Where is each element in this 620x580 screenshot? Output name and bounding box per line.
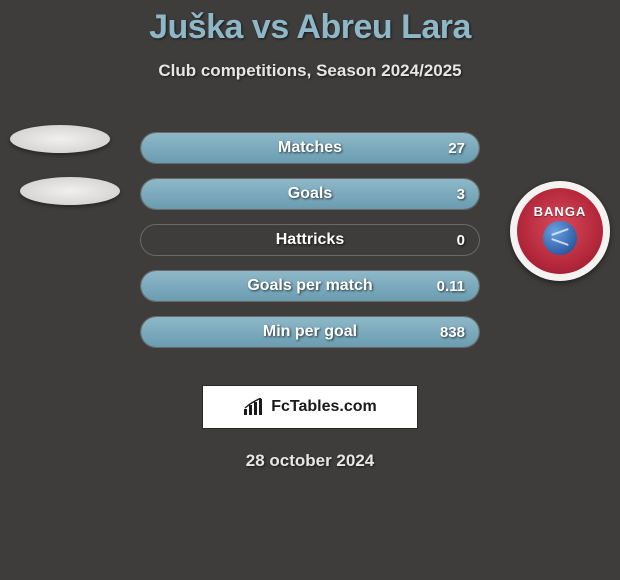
- stat-row: Min per goal838: [0, 309, 620, 355]
- stat-value-right: 27: [448, 140, 465, 157]
- stat-row: Goals3: [0, 171, 620, 217]
- stat-label: Min per goal: [141, 323, 479, 341]
- stat-label: Matches: [141, 139, 479, 157]
- page-title: Juška vs Abreu Lara: [0, 8, 620, 47]
- brand-name: FcTables.com: [271, 398, 377, 416]
- stat-bar: Matches27: [140, 132, 480, 164]
- stat-row: Hattricks0: [0, 217, 620, 263]
- stat-value-right: 0: [457, 232, 465, 249]
- stat-bar: Goals3: [140, 178, 480, 210]
- snapshot-date: 28 october 2024: [0, 451, 620, 471]
- stats-area: BANGA Matches27Goals3Hattricks0Goals per…: [0, 125, 620, 355]
- stat-value-right: 0.11: [437, 278, 465, 295]
- comparison-card: Juška vs Abreu Lara Club competitions, S…: [0, 0, 620, 471]
- stat-row: Goals per match0.11: [0, 263, 620, 309]
- page-subtitle: Club competitions, Season 2024/2025: [0, 61, 620, 81]
- brand-logo[interactable]: FcTables.com: [202, 385, 418, 429]
- stat-row: Matches27: [0, 125, 620, 171]
- stat-value-right: 3: [457, 186, 465, 203]
- stat-bar: Goals per match0.11: [140, 270, 480, 302]
- stat-label: Goals per match: [141, 277, 479, 295]
- stat-label: Goals: [141, 185, 479, 203]
- stat-label: Hattricks: [141, 231, 479, 249]
- stat-rows: Matches27 Goals3 Hattricks0 Goals per match…: [0, 125, 620, 355]
- bar-chart-icon: [243, 398, 265, 416]
- stat-bar: Hattricks0: [140, 224, 480, 256]
- stat-value-right: 838: [440, 324, 465, 341]
- stat-bar: Min per goal838: [140, 316, 480, 348]
